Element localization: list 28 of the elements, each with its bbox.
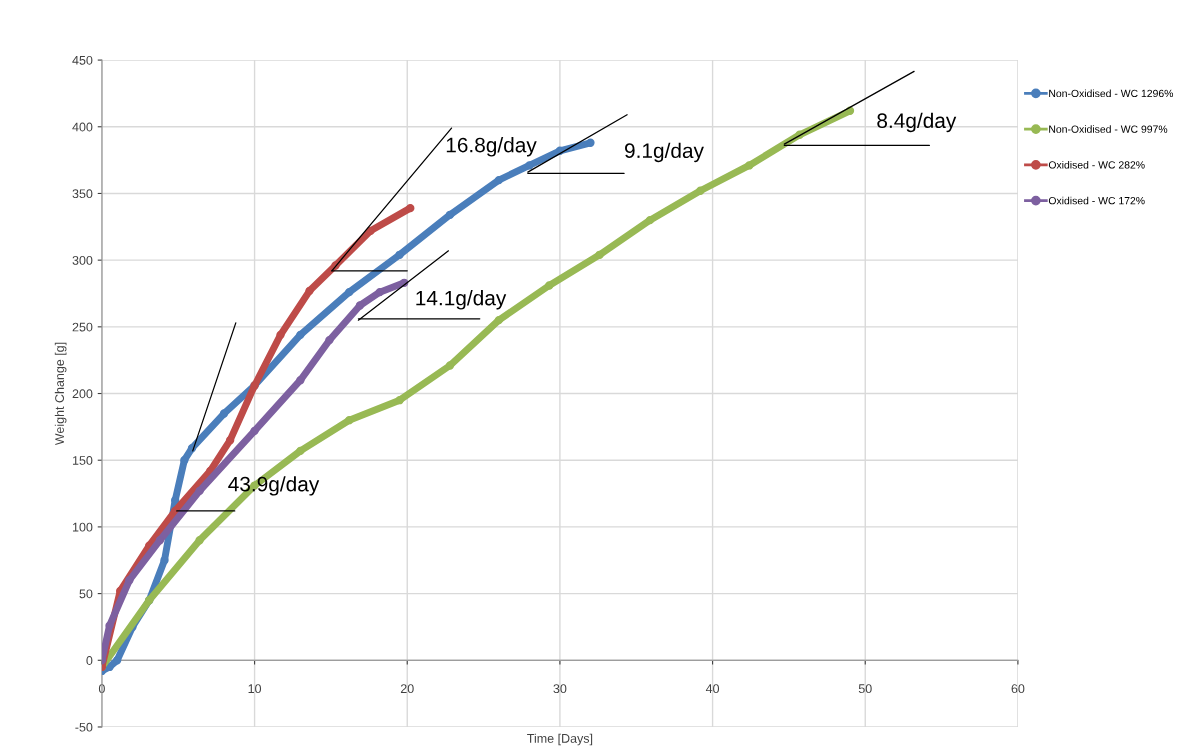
y-axis-title: Weight Change [g] xyxy=(54,342,67,446)
y-tick-label: 0 xyxy=(86,656,93,665)
annotation: 16.8g/day xyxy=(446,137,537,157)
legend-label: Non-Oxidised - WC 1296% xyxy=(1049,89,1174,98)
x-axis-title: Time [Days] xyxy=(527,733,593,746)
x-tick-label: 0 xyxy=(98,684,105,694)
x-tick-label: 40 xyxy=(705,684,720,694)
y-tick-label: 200 xyxy=(72,389,93,399)
annotation: 14.1g/day xyxy=(416,290,507,310)
x-tick-label: 60 xyxy=(1011,684,1025,694)
y-tick-label: 350 xyxy=(72,189,93,199)
x-tick-label: 50 xyxy=(858,684,872,694)
x-tick-label: 30 xyxy=(553,684,567,694)
y-tick-label: 400 xyxy=(72,122,93,132)
legend-label: Oxidised - WC 172% xyxy=(1048,196,1145,205)
legend-label: Non-Oxidised - WC 997% xyxy=(1049,125,1168,133)
x-tick-label: 10 xyxy=(248,684,262,694)
annotation: 8.4g/day xyxy=(877,112,957,133)
annotation: 9.1g/day xyxy=(625,142,704,163)
y-tick-label: 50 xyxy=(79,589,93,599)
y-tick-label: 150 xyxy=(72,456,93,465)
legend-label: Oxidised - WC 282% xyxy=(1048,160,1145,169)
y-tick-label: 450 xyxy=(72,55,93,65)
y-tick-label: 250 xyxy=(72,322,93,332)
y-tick-label: -50 xyxy=(75,722,93,732)
x-tick-label: 20 xyxy=(400,684,414,694)
y-tick-label: 100 xyxy=(72,522,93,532)
y-tick-label: 300 xyxy=(72,255,93,265)
